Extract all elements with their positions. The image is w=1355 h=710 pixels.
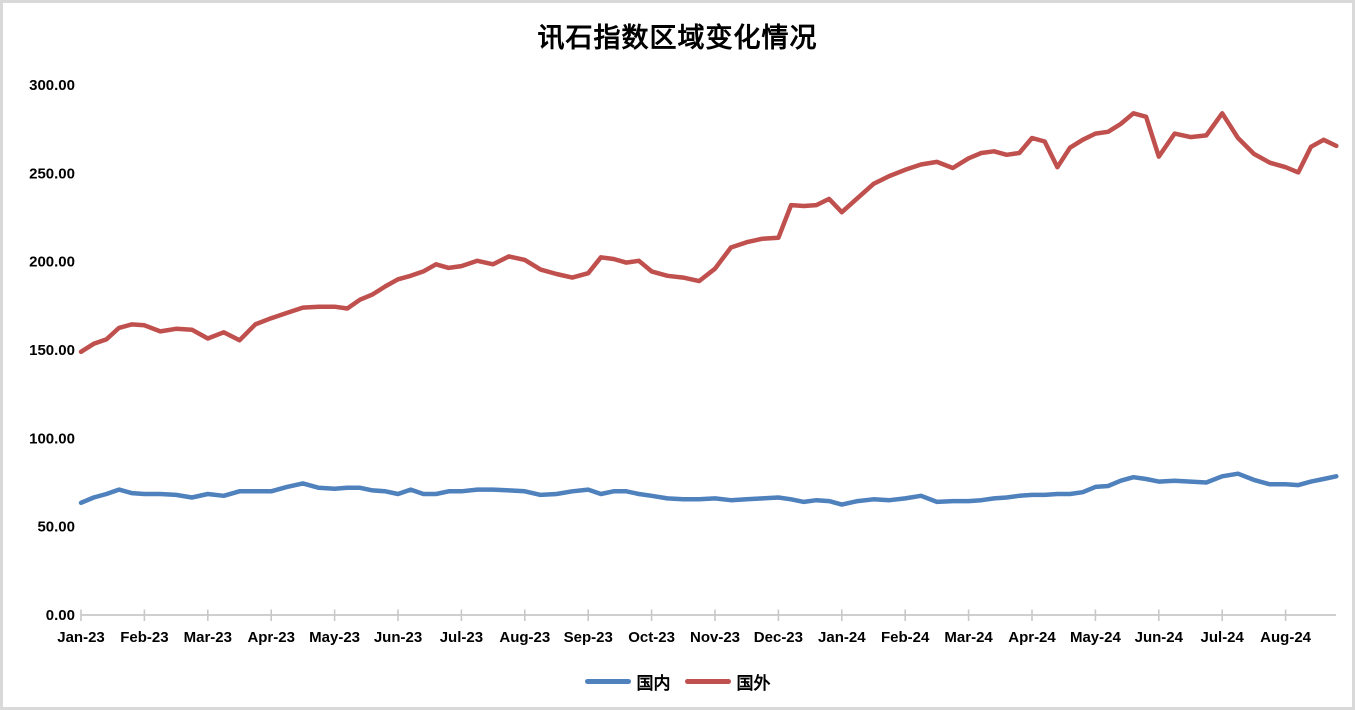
x-tick-label: Sep-23 — [564, 629, 613, 646]
x-tick-label: May-24 — [1070, 629, 1122, 646]
chart-title: 讯石指数区域变化情况 — [537, 23, 818, 53]
x-tick-label: Aug-24 — [1260, 629, 1311, 646]
legend: 国内 国外 — [3, 669, 1352, 694]
x-tick-label: Apr-23 — [247, 629, 295, 646]
foreign-line-swatch — [684, 679, 731, 684]
x-tick-label: Dec-23 — [754, 629, 803, 646]
x-tick-label: Jul-23 — [440, 629, 483, 646]
x-tick-label: Apr-24 — [1008, 629, 1056, 646]
x-tick-label: Feb-24 — [881, 629, 930, 646]
x-tick-label: Jan-24 — [818, 629, 866, 646]
x-tick-label: Mar-23 — [184, 629, 232, 646]
x-tick-label: Jun-24 — [1135, 629, 1184, 646]
legend-label-foreign: 国外 — [736, 674, 771, 693]
x-tick-label: Mar-24 — [944, 629, 993, 646]
domestic-line-swatch — [584, 679, 631, 684]
y-tick-label: 200.00 — [29, 254, 75, 271]
x-tick-label: Nov-23 — [690, 629, 740, 646]
x-tick-label: Jan-23 — [57, 629, 105, 646]
x-tick-label: Jul-24 — [1201, 629, 1245, 646]
plot-area: Jan-23 Feb-23 Mar-23 Apr-23 May-23 Jun-23 Jul-… — [29, 77, 1339, 646]
legend-item-foreign: 国外 — [684, 669, 771, 694]
foreign-series-line — [78, 111, 1339, 355]
y-tick-label: 50.00 — [37, 519, 75, 536]
legend-item-domestic: 国内 — [584, 669, 671, 694]
x-tick-label: May-23 — [309, 629, 360, 646]
x-tick-label: Aug-23 — [499, 629, 550, 646]
x-tick-label: Feb-23 — [120, 629, 168, 646]
x-tick-label: Jun-23 — [374, 629, 422, 646]
y-tick-label: 0.00 — [46, 607, 75, 624]
y-tick-label: 250.00 — [29, 165, 75, 182]
y-tick-label: 300.00 — [29, 77, 75, 94]
y-tick-label: 100.00 — [29, 430, 75, 447]
x-tick-label: Oct-23 — [628, 629, 675, 646]
y-tick-label: 150.00 — [29, 342, 75, 359]
domestic-series-line — [78, 471, 1339, 507]
legend-label-domestic: 国内 — [636, 674, 671, 693]
